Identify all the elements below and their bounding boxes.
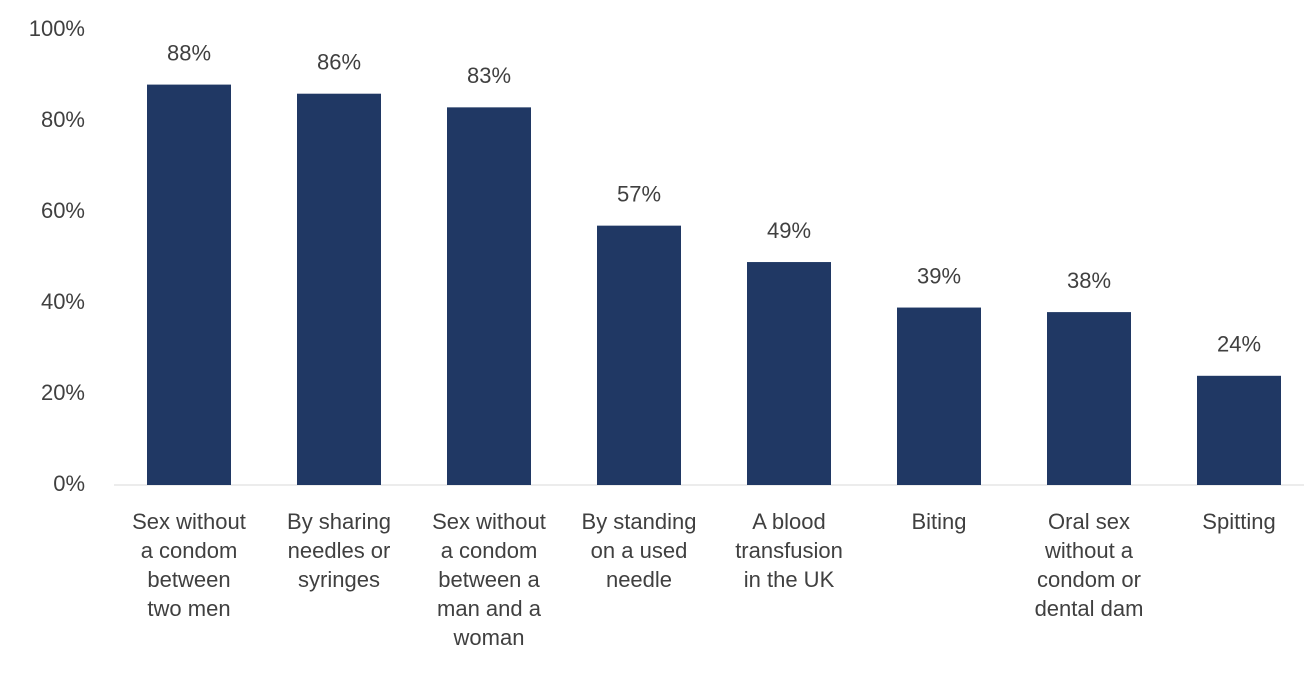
bar [1197,375,1281,485]
x-tick-label: By sharing needles or syringes [287,509,391,592]
x-tick-label: Biting [911,509,966,534]
y-tick-label: 20% [41,380,85,405]
data-label: 24% [1217,332,1261,357]
bar [747,262,831,485]
bar [597,225,681,485]
data-label: 83% [467,63,511,88]
x-tick-label: Sex without a condom between two men [132,509,246,621]
bar [897,307,981,485]
y-tick-label: 80% [41,107,85,132]
data-label: 38% [1067,268,1111,293]
data-label: 86% [317,50,361,75]
data-label: 49% [767,218,811,243]
y-tick-label: 100% [29,16,85,41]
y-tick-label: 40% [41,289,85,314]
bar [297,93,381,485]
data-label: 39% [917,263,961,288]
y-tick-label: 60% [41,198,85,223]
bar [1047,312,1131,485]
bar [147,84,231,485]
data-label: 57% [617,181,661,206]
data-label: 88% [167,40,211,65]
y-tick-label: 0% [53,471,85,496]
x-tick-label: Spitting [1202,509,1275,534]
x-tick-label: Oral sex without a condom or dental dam [1035,509,1144,621]
x-tick-label: By standing on a used needle [582,509,697,592]
bar [447,107,531,485]
x-tick-label: Sex without a condom between a man and a wom… [432,509,546,650]
x-tick-label: A blood transfusion in the UK [735,509,843,592]
